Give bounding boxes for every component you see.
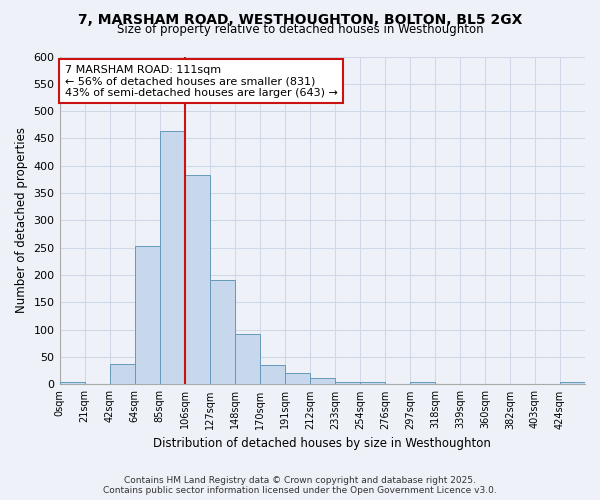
Bar [260, 365, 285, 384]
Bar [310, 378, 335, 384]
Bar [285, 374, 310, 384]
Bar [209, 280, 235, 384]
Text: 7 MARSHAM ROAD: 111sqm
← 56% of detached houses are smaller (831)
43% of semi-de: 7 MARSHAM ROAD: 111sqm ← 56% of detached… [65, 64, 338, 98]
Text: 7, MARSHAM ROAD, WESTHOUGHTON, BOLTON, BL5 2GX: 7, MARSHAM ROAD, WESTHOUGHTON, BOLTON, B… [78, 12, 522, 26]
Bar [235, 334, 260, 384]
Bar [59, 382, 85, 384]
Text: Contains HM Land Registry data © Crown copyright and database right 2025.
Contai: Contains HM Land Registry data © Crown c… [103, 476, 497, 495]
Y-axis label: Number of detached properties: Number of detached properties [15, 128, 28, 314]
Bar [160, 131, 185, 384]
Bar [134, 246, 160, 384]
Bar [560, 382, 585, 384]
X-axis label: Distribution of detached houses by size in Westhoughton: Distribution of detached houses by size … [154, 437, 491, 450]
Bar [335, 382, 360, 384]
Bar [410, 382, 435, 384]
Bar [110, 364, 134, 384]
Bar [360, 382, 385, 384]
Bar [185, 175, 209, 384]
Text: Size of property relative to detached houses in Westhoughton: Size of property relative to detached ho… [116, 22, 484, 36]
